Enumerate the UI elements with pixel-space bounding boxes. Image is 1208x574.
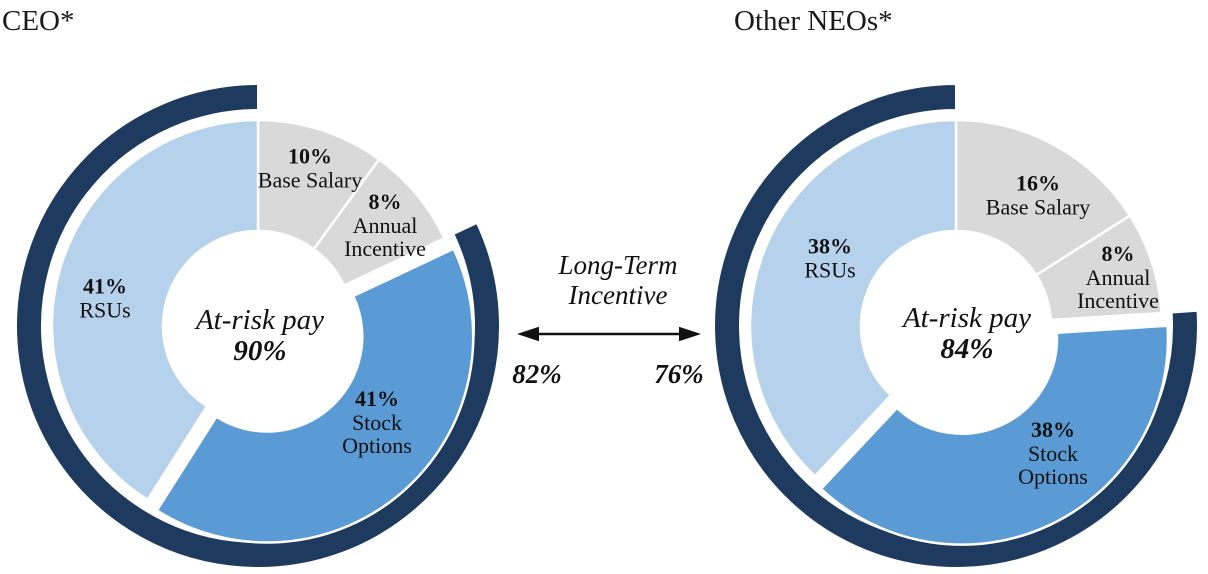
segment-label-line: 41% [355, 385, 399, 411]
segment-label-annual-incentive: 8% Annual Incentive [344, 190, 426, 261]
segment-label-line: Base Salary [985, 194, 1091, 219]
segment-label-line: 41% [82, 273, 127, 299]
arrow-left-head [517, 326, 539, 342]
neo-chart-title: Other NEOs* [734, 5, 893, 37]
ceo-chart-title: CEO* [2, 5, 75, 37]
segment-label-line: Annual [1085, 264, 1151, 290]
segment-annual-incentive [1034, 213, 1163, 322]
ceo-donut-svg [15, 82, 501, 569]
ceo-donut-chart: 10% Base Salary 8% Annual Incentive 41% Stock O… [8, 78, 510, 574]
segment-label-line: 38% [1031, 416, 1075, 442]
double-headed-arrow-icon [517, 326, 701, 342]
at-risk-pay-text: At-risk pay [902, 302, 1032, 334]
long-term-incentive-label: Long-Term Incentive [528, 250, 708, 310]
segment-label-line: 8% [1101, 240, 1135, 266]
at-risk-pay-text: At-risk pay [195, 304, 325, 336]
segment-label-line: RSUs [79, 297, 131, 322]
at-risk-pay-center-label: At-risk pay 90% [196, 305, 324, 367]
segment-label-stock-options: 38% Stock Options [1018, 418, 1088, 489]
segment-label-base-salary: 10% Base Salary [257, 143, 363, 192]
segment-label-line: Stock [1027, 440, 1079, 466]
segment-stock-options [819, 324, 1170, 546]
segment-label-line: Stock [351, 409, 403, 435]
segment-label-rsus: 38% RSUs [804, 233, 856, 282]
arrow-right-head [679, 326, 701, 342]
segment-label-line: 10% [288, 143, 332, 169]
neo-donut-chart: 16% Base Salary 8% Annual Incentive 38% Stock O… [706, 78, 1208, 574]
segment-label-line: Incentive [1077, 287, 1159, 313]
segment-label-line: Options [1018, 463, 1088, 489]
segment-label-base-salary: 16% Base Salary [985, 170, 1091, 219]
segment-label-line: Incentive [344, 235, 426, 261]
segment-label-line: RSUs [804, 257, 856, 282]
segment-label-line: Options [342, 432, 412, 458]
segment-rsus [50, 118, 260, 502]
neo-donut-svg [713, 82, 1199, 569]
segment-label-annual-incentive: 8% Annual Incentive [1077, 242, 1159, 313]
segment-rsus [748, 118, 958, 478]
long-term-incentive-label-line1: Long-Term [558, 250, 678, 280]
at-risk-pay-percent: 84% [940, 333, 994, 365]
segment-label-line: 8% [368, 188, 402, 214]
segment-annual-incentive [312, 157, 447, 288]
ceo-long-term-incentive-value: 82% [512, 359, 562, 389]
at-risk-pay-percent: 90% [233, 335, 287, 367]
segment-stock-options [155, 247, 475, 544]
segment-label-line: 16% [1016, 170, 1060, 196]
segment-label-stock-options: 41% Stock Options [342, 387, 412, 458]
at-risk-pay-center-label: At-risk pay 84% [903, 303, 1031, 365]
long-term-incentive-label-line2: Incentive [568, 280, 668, 310]
segment-label-line: Annual [352, 212, 418, 238]
neo-long-term-incentive-value: 76% [654, 359, 704, 389]
segment-label-line: Base Salary [257, 167, 363, 192]
segment-label-rsus: 41% RSUs [79, 273, 131, 322]
segment-label-line: 38% [807, 233, 852, 259]
segment-base-salary [954, 118, 1132, 277]
